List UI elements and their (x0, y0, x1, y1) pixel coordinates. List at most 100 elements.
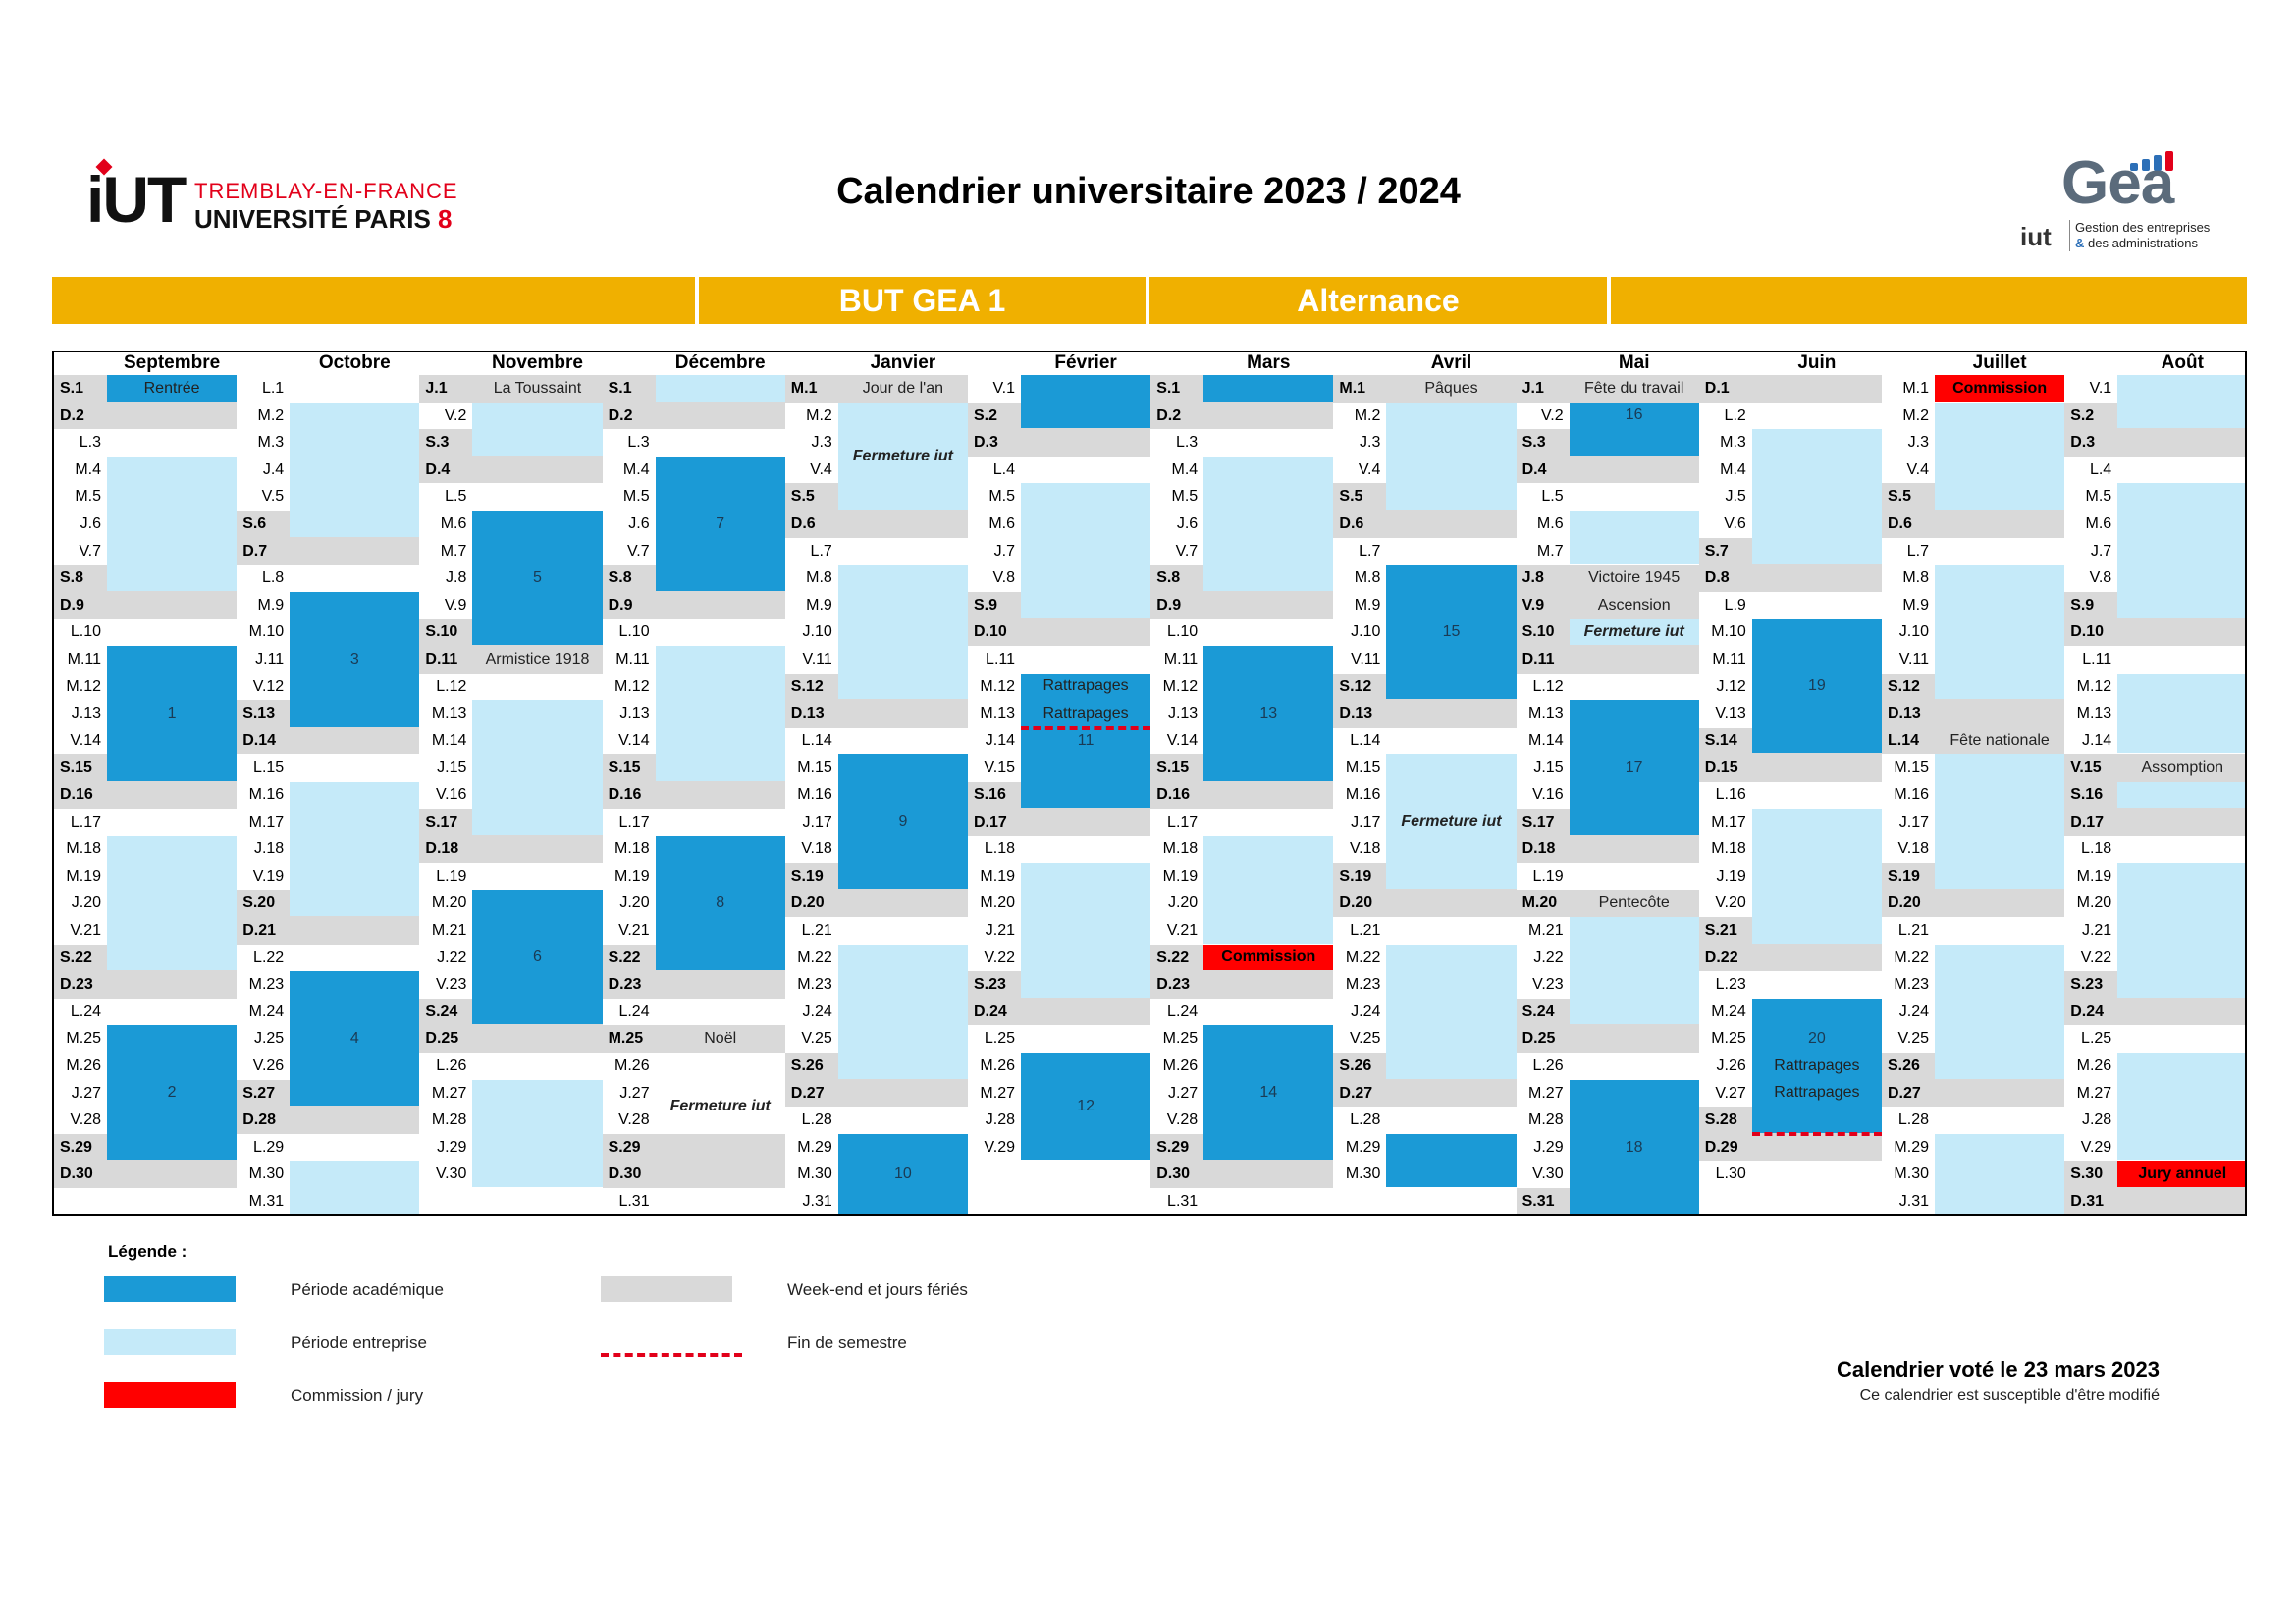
day-label: D.23 (1150, 971, 1204, 999)
weekend-cell (107, 971, 238, 999)
day-label: L.18 (2081, 840, 2112, 858)
day-label: M.12 (1162, 677, 1199, 695)
day-label: M.12 (66, 677, 101, 695)
period-entreprise (1935, 944, 2065, 1079)
day-label: M.1 (1333, 375, 1387, 403)
day-label: L.29 (253, 1138, 285, 1156)
period-entreprise (472, 1079, 603, 1187)
weekend-cell (290, 1107, 420, 1134)
day-label: D.2 (1150, 402, 1204, 430)
weekend-cell (1751, 944, 1882, 972)
day-label: J.13 (1167, 705, 1199, 723)
weekend-cell (107, 1161, 238, 1188)
day-label: J.15 (437, 759, 467, 777)
day-label: J.3 (1907, 434, 1929, 452)
weekend-cell (1935, 727, 2065, 755)
day-label: J.10 (1351, 623, 1381, 641)
legend-label-entreprise: Période entreprise (291, 1333, 427, 1352)
day-label: V.22 (984, 948, 1015, 966)
day-label: D.23 (602, 971, 656, 999)
day-label: L.10 (1167, 623, 1199, 641)
day-label: V.8 (992, 569, 1015, 587)
day-label: V.11 (802, 651, 832, 668)
day-label: D.16 (602, 782, 656, 809)
day-label: D.25 (1516, 1025, 1570, 1053)
day-label: M.5 (1171, 488, 1199, 506)
legend-label-commission: Commission / jury (291, 1386, 424, 1405)
period-entreprise (290, 782, 420, 916)
day-label: D.8 (1698, 565, 1752, 592)
day-label: M.29 (1345, 1138, 1381, 1156)
weekend-cell (472, 836, 603, 863)
weekend-cell (1569, 1025, 1699, 1053)
day-label: M.8 (1902, 569, 1929, 587)
weekend-cell (655, 782, 785, 809)
gea-word: Gea (2061, 149, 2174, 217)
day-label: D.2 (602, 402, 656, 430)
day-label: M.2 (257, 406, 285, 424)
month-header: Mai (1618, 352, 1650, 373)
day-label: D.21 (237, 917, 291, 945)
weekend-cell (837, 511, 968, 538)
calendar-annotation: Pâques (1424, 379, 1478, 397)
calendar-annotation: La Toussaint (493, 379, 582, 397)
day-label: J.8 (446, 569, 467, 587)
period-entreprise (2117, 673, 2245, 754)
day-label: S.6 (237, 511, 291, 538)
day-label: M.31 (248, 1193, 285, 1210)
day-label: M.8 (1354, 569, 1381, 587)
weekend-cell (837, 890, 968, 917)
month-header: Août (2161, 352, 2204, 373)
calendar-annotation: Rattrapages (1774, 1084, 1860, 1102)
weekend-cell (1569, 890, 1699, 917)
month-header: Juillet (1972, 352, 2027, 373)
day-label: L.4 (992, 460, 1015, 478)
day-label: M.23 (248, 976, 285, 994)
day-label: S.9 (968, 591, 1021, 620)
day-label: D.10 (2064, 619, 2118, 646)
day-label: J.3 (1360, 434, 1381, 452)
day-label: J.5 (1725, 488, 1746, 506)
week-number: 12 (1077, 1098, 1095, 1115)
day-label: D.2 (54, 402, 107, 430)
day-label: M.11 (67, 651, 101, 668)
day-label: S.5 (1882, 483, 1935, 511)
logo-location: TREMBLAY-EN-FRANCE (194, 179, 458, 203)
day-label: J.24 (1351, 1002, 1381, 1020)
day-label: L.26 (436, 1057, 467, 1074)
calendar-annotation: Fermeture iut (1583, 623, 1684, 641)
day-label: M.11 (1712, 651, 1746, 668)
day-label: M.19 (614, 867, 650, 885)
day-label: S.19 (1333, 862, 1387, 891)
weekend-cell (837, 700, 968, 728)
gea-subtitle-line1: Gestion des entreprises (2075, 220, 2211, 235)
day-label: L.7 (1359, 542, 1381, 560)
weekend-cell (655, 402, 785, 430)
week-number: 7 (716, 514, 725, 532)
day-label: V.2 (444, 406, 467, 424)
period-entreprise (472, 402, 603, 456)
weekend-cell (2117, 808, 2245, 837)
day-label: S.10 (1516, 619, 1570, 646)
commission-cell (1935, 375, 2065, 402)
day-label: V.14 (1166, 731, 1199, 749)
day-label: V.1 (992, 380, 1015, 397)
day-label: V.13 (1715, 705, 1746, 723)
weekend-cell (107, 782, 238, 809)
week-number: 16 (1625, 406, 1643, 424)
day-label: J.1 (1516, 375, 1570, 403)
period-academique (1569, 1079, 1699, 1214)
day-label: S.22 (54, 944, 107, 972)
period-academique (1569, 402, 1699, 456)
weekend-cell (655, 591, 785, 620)
day-label: J.19 (1716, 867, 1746, 885)
period-entreprise (2117, 782, 2245, 808)
day-label: J.14 (2081, 731, 2112, 749)
day-label: S.2 (2064, 402, 2118, 430)
day-label: D.10 (968, 619, 1021, 646)
day-label: M.25 (602, 1025, 656, 1053)
gea-iut-mark: iut (2020, 222, 2052, 251)
day-label: D.4 (1516, 456, 1570, 484)
weekend-cell (2117, 998, 2245, 1026)
calendar-annotation: Commission (1221, 948, 1316, 966)
